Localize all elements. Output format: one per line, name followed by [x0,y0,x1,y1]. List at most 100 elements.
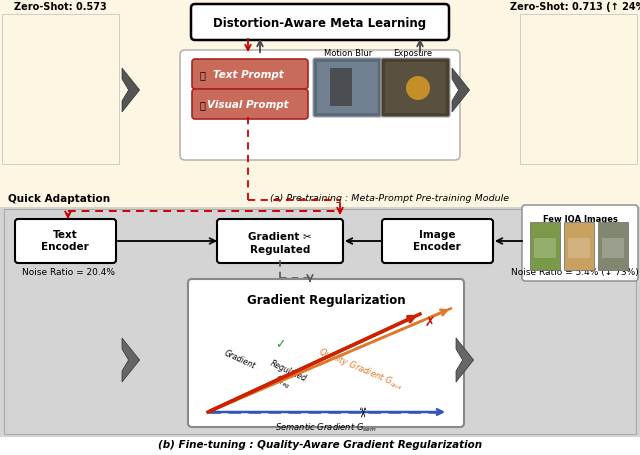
Point [565,174,575,182]
Point [64,166,74,173]
Point [57,279,67,286]
Point [577,318,588,326]
Point [556,328,566,335]
Point [576,139,586,147]
Point [34,326,44,334]
Point [564,308,574,315]
Point [70,291,81,298]
Point [31,103,42,110]
Point [537,148,547,155]
Point [589,137,600,144]
Point [67,107,77,115]
Point [600,303,611,311]
Point [36,149,47,156]
Point [593,349,604,356]
Point [67,123,77,131]
Point [606,169,616,176]
Point [611,128,621,136]
Point [559,324,570,331]
Point [57,172,67,179]
Point [47,358,57,365]
Point [90,400,100,408]
Point [52,297,63,304]
Point [516,384,526,391]
Point [577,187,588,195]
Point [587,60,597,67]
Point [554,344,564,351]
Point [637,131,640,139]
Point [40,136,51,143]
Point [61,312,71,319]
Point [106,325,116,333]
Point [610,191,620,198]
Point [36,338,47,345]
Point [35,147,45,155]
Point [60,326,70,333]
Point [568,308,578,315]
Point [582,111,592,119]
Point [578,339,588,346]
Point [600,350,610,357]
Point [122,302,132,309]
Point [617,328,627,335]
Point [605,111,616,118]
Point [608,134,618,142]
Point [68,123,79,130]
Point [35,319,45,327]
Point [576,351,586,359]
Point [54,149,65,156]
Point [573,147,583,154]
Point [515,118,525,126]
Point [55,366,65,373]
Point [618,311,628,318]
Point [544,148,554,156]
Point [46,129,56,136]
Point [602,353,612,360]
Point [58,185,68,192]
Point [24,228,35,236]
Point [531,147,541,154]
Point [65,112,76,119]
Point [541,96,551,103]
Point [579,279,589,286]
Point [93,336,103,343]
Point [88,144,99,151]
Point [44,143,54,151]
Point [24,128,35,136]
Point [67,296,77,303]
Point [102,286,113,293]
Point [550,106,561,113]
Point [561,347,571,354]
Point [51,172,61,179]
Point [566,376,577,383]
Point [581,123,591,130]
Point [62,143,72,151]
Point [70,257,81,264]
Point [589,362,600,369]
Point [553,138,563,145]
Point [48,176,58,183]
Point [60,169,70,176]
Point [578,131,588,139]
Point [61,311,72,318]
Point [542,108,552,115]
Point [554,201,564,208]
Point [77,335,87,343]
Point [529,136,539,143]
Point [630,290,640,297]
Point [115,102,125,110]
Point [13,383,24,390]
Point [630,334,640,341]
Point [577,251,588,258]
Point [60,309,70,317]
Point [527,318,537,326]
Point [547,332,557,339]
Point [15,231,26,238]
Text: good: good [101,261,111,265]
Point [49,322,60,329]
Point [554,298,564,306]
Point [573,279,583,286]
Point [587,318,597,326]
Point [603,268,613,275]
Point [85,234,95,242]
